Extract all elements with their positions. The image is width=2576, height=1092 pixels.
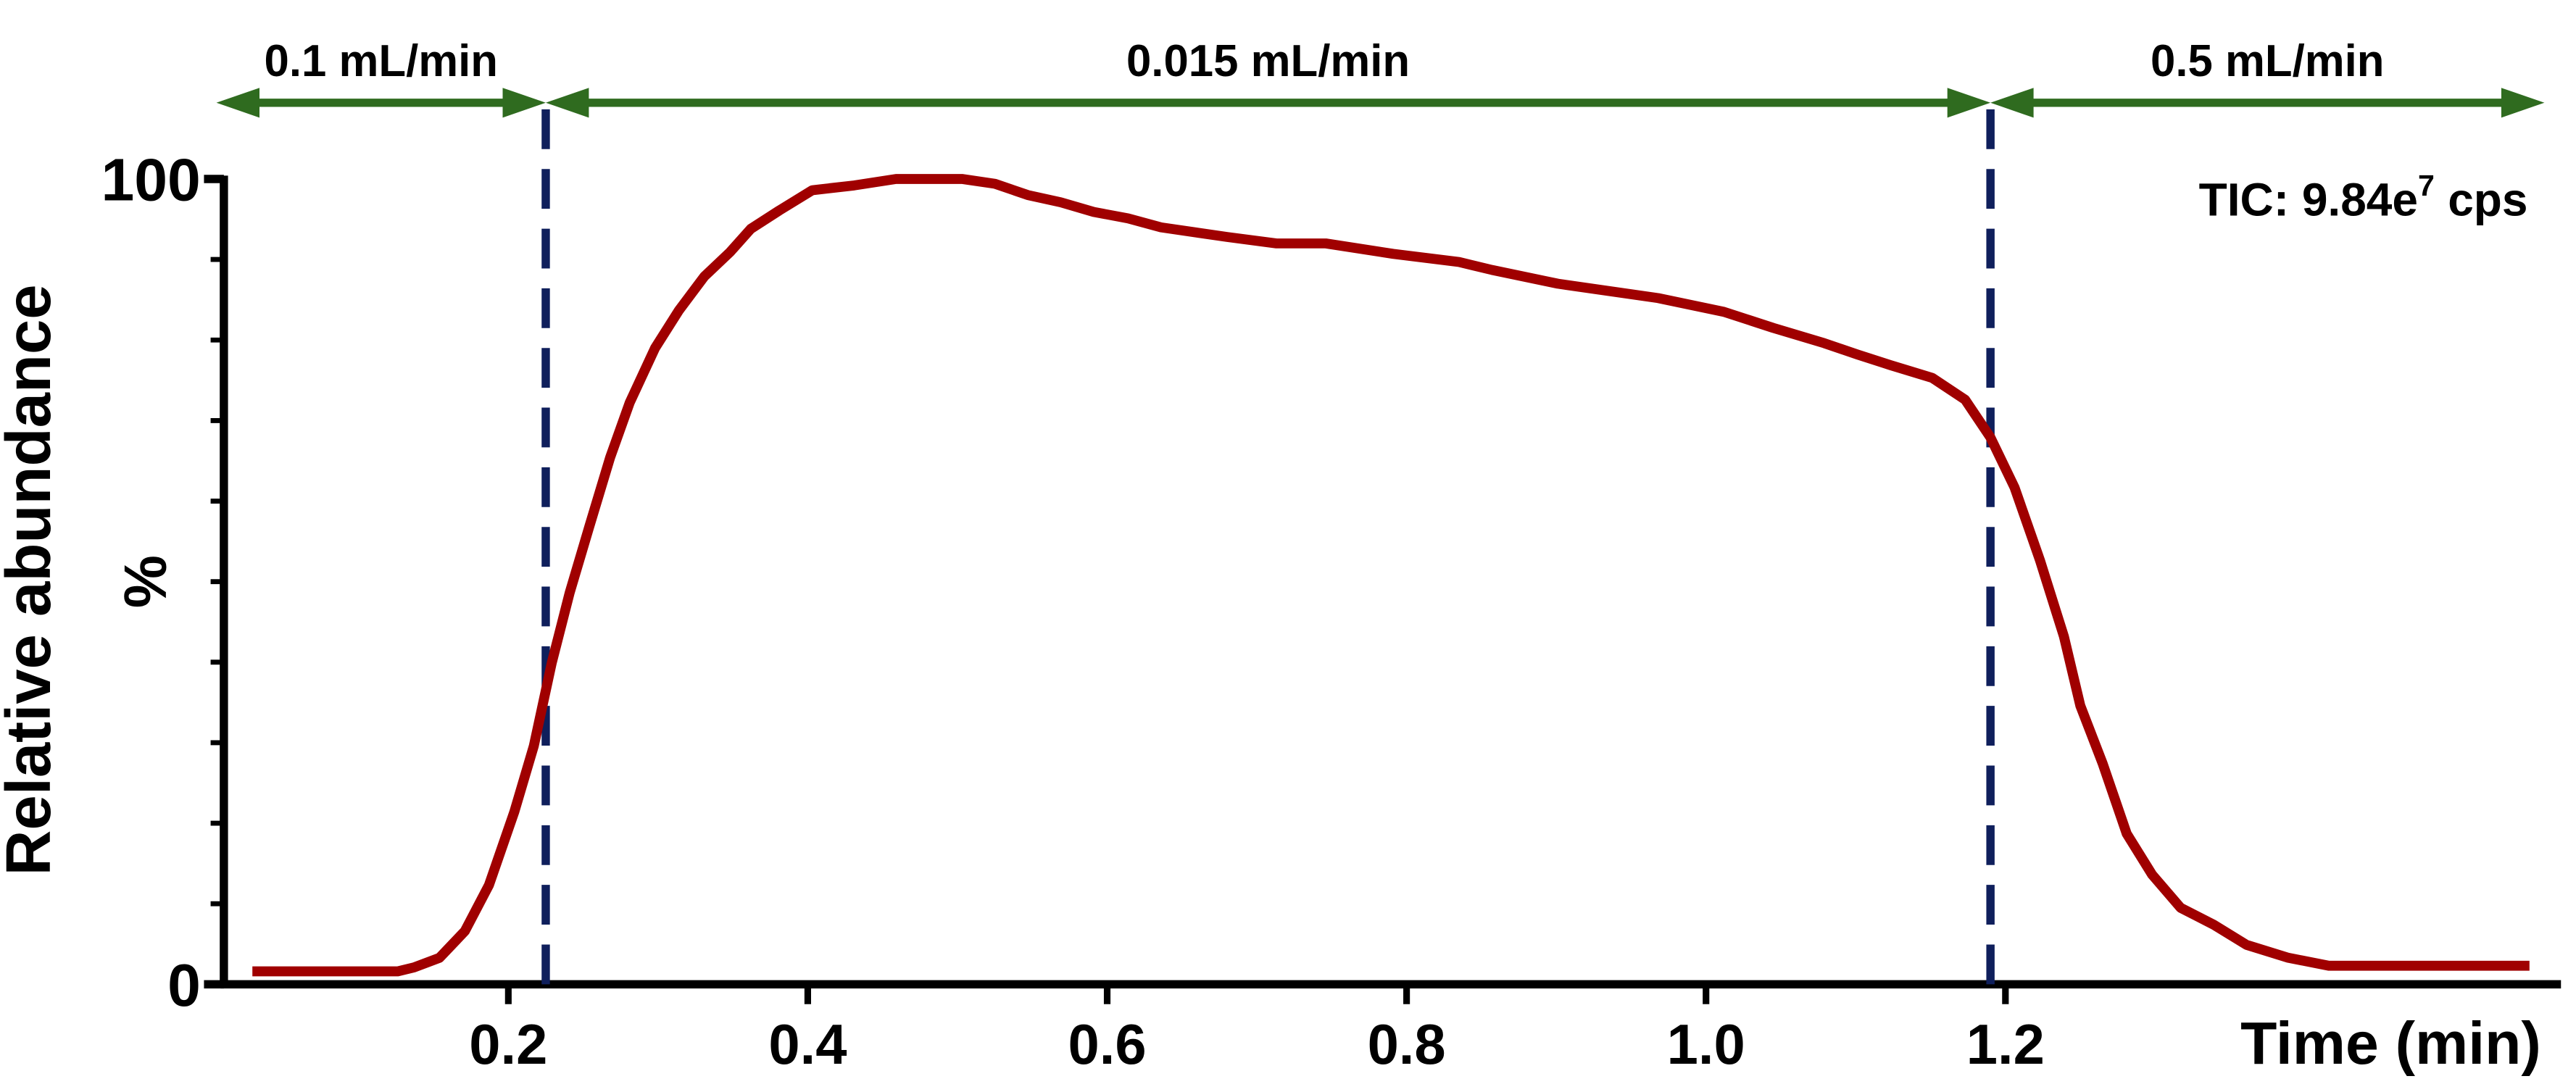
arrow-head xyxy=(1990,88,2034,118)
arrow-head xyxy=(1947,88,1991,118)
y-axis-label: Relative abundance xyxy=(0,284,64,875)
tic-line xyxy=(252,174,2530,977)
flow-label: 0.1 mL/min xyxy=(265,36,498,86)
x-tick-label: 1.2 xyxy=(1966,1014,2045,1076)
arrow-head xyxy=(502,88,546,118)
y-tick-label: 0 xyxy=(167,952,201,1019)
x-tick-label: 0.4 xyxy=(768,1014,847,1076)
tic-exponent: 7 xyxy=(2418,169,2435,202)
y-tick-label: 100 xyxy=(101,147,201,214)
x-tick-label: 0.2 xyxy=(469,1014,547,1076)
y-unit-label: % xyxy=(112,555,179,608)
arrow-head xyxy=(216,88,260,118)
x-tick-label: 0.8 xyxy=(1368,1014,1446,1076)
tic-prefix: TIC: 9.84e xyxy=(2199,173,2418,225)
flow-label: 0.015 mL/min xyxy=(1126,36,1410,86)
flow-label: 0.5 mL/min xyxy=(2151,36,2384,86)
arrow-head xyxy=(545,88,589,118)
arrow-head xyxy=(2501,88,2545,118)
tic-annotation: TIC: 9.84e7 cps xyxy=(2199,169,2528,225)
tic-suffix: cps xyxy=(2448,173,2527,225)
x-axis-label: Time (min) xyxy=(2240,1010,2541,1077)
x-tick-label: 1.0 xyxy=(1667,1014,1745,1076)
x-tick-label: 0.6 xyxy=(1068,1014,1146,1076)
